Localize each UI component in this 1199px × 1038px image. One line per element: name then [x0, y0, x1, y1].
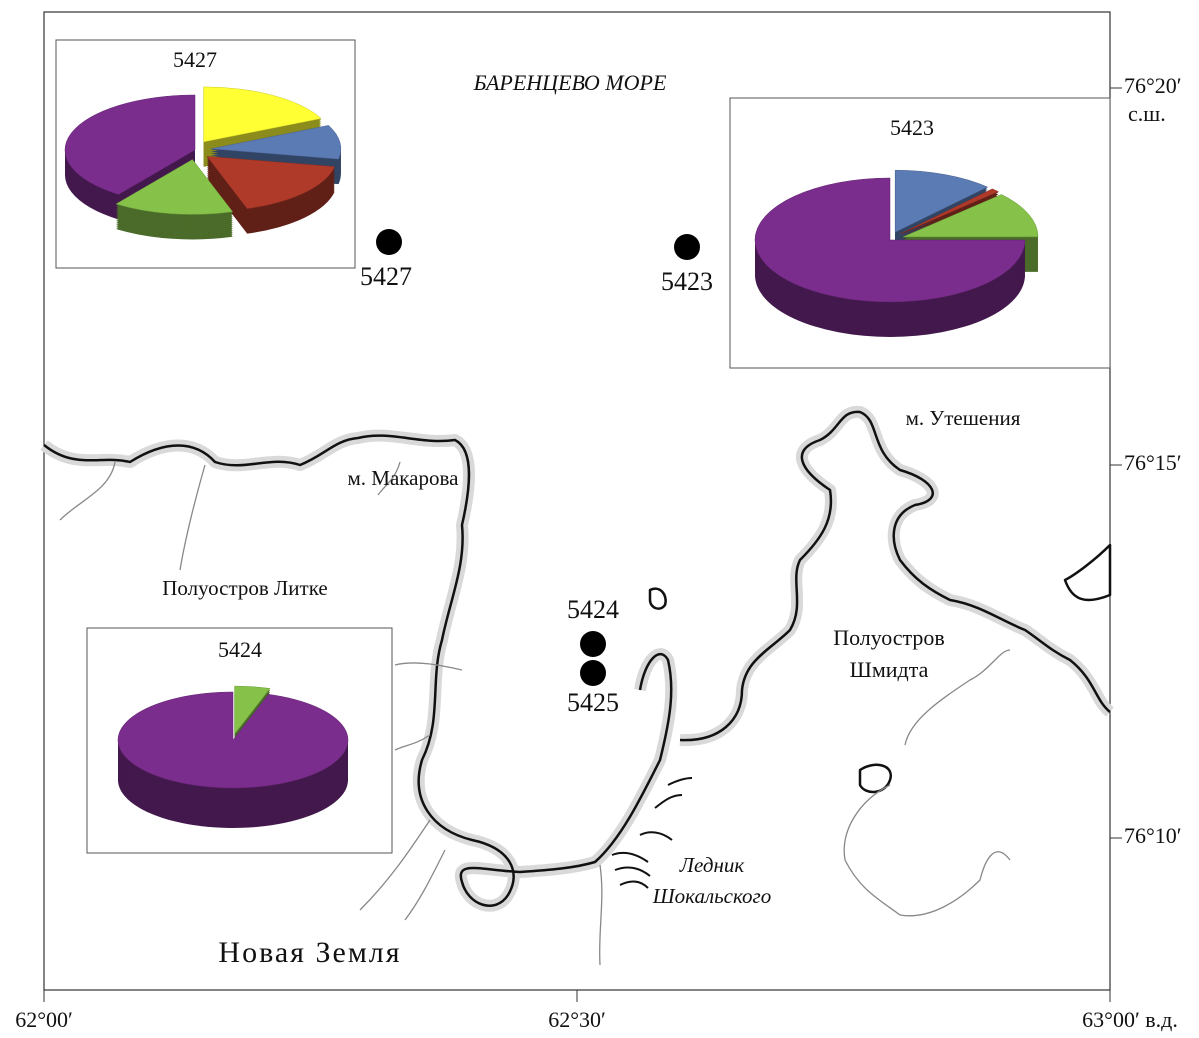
pie-slice [115, 159, 234, 215]
place-label: Ледник [679, 853, 745, 877]
place-label: Полуостров [833, 625, 945, 650]
latitude-label: 76°10′ [1124, 823, 1182, 848]
latitude-unit: с.ш. [1128, 101, 1166, 126]
longitude-label: 63°00′ в.д. [1082, 1007, 1178, 1032]
place-label: Шокальского [652, 884, 771, 908]
place-label: Полуостров Литке [162, 576, 327, 600]
stations: 5427 5423 5424 5425 [360, 229, 713, 717]
station-dot [674, 234, 700, 260]
lake [858, 763, 892, 794]
station-dot [580, 631, 606, 657]
pie-inset: 5424 [86, 627, 393, 854]
inset-title: 5423 [890, 115, 934, 140]
latitude-label: 76°15′ [1124, 450, 1182, 475]
region-label: Новая Земля [218, 936, 401, 969]
longitude-label: 62°30′ [548, 1007, 606, 1032]
pie-slice [894, 169, 989, 233]
pie-slice [210, 125, 342, 160]
pie-slice [117, 691, 349, 789]
river [59, 461, 1011, 966]
place-label: м. Макарова [348, 466, 460, 490]
pie-slice [902, 194, 1039, 238]
station-label: 5423 [661, 267, 713, 296]
pie-inset: 5427 [55, 39, 356, 269]
pie-inset: 5423 [729, 97, 1111, 369]
coastline [40, 405, 1115, 966]
station-dot [580, 660, 606, 686]
island [1063, 543, 1112, 602]
island [648, 587, 667, 610]
place-label: Шмидта [850, 657, 929, 682]
pie-slice [754, 177, 1026, 303]
pie-slice [203, 86, 322, 143]
inset-title: 5424 [218, 637, 262, 662]
ticks [43, 87, 1122, 1002]
pie-slice [234, 685, 271, 735]
station-label: 5427 [360, 262, 412, 291]
station-label: 5424 [567, 595, 619, 624]
coast-line [43, 410, 1111, 907]
station-label: 5425 [567, 688, 619, 717]
sea-label: БАРЕНЦЕВО МОРЕ [473, 70, 667, 95]
pie-slice [206, 156, 336, 209]
latitude-label: 76°20′ [1124, 73, 1182, 98]
glacier-hatching [611, 777, 693, 889]
inset-title: 5427 [173, 47, 217, 72]
station-dot [376, 229, 402, 255]
pie-slice [64, 94, 196, 195]
longitude-label: 62°00′ [15, 1007, 73, 1032]
place-label: м. Утешения [906, 406, 1021, 430]
pie-slice [899, 188, 999, 235]
